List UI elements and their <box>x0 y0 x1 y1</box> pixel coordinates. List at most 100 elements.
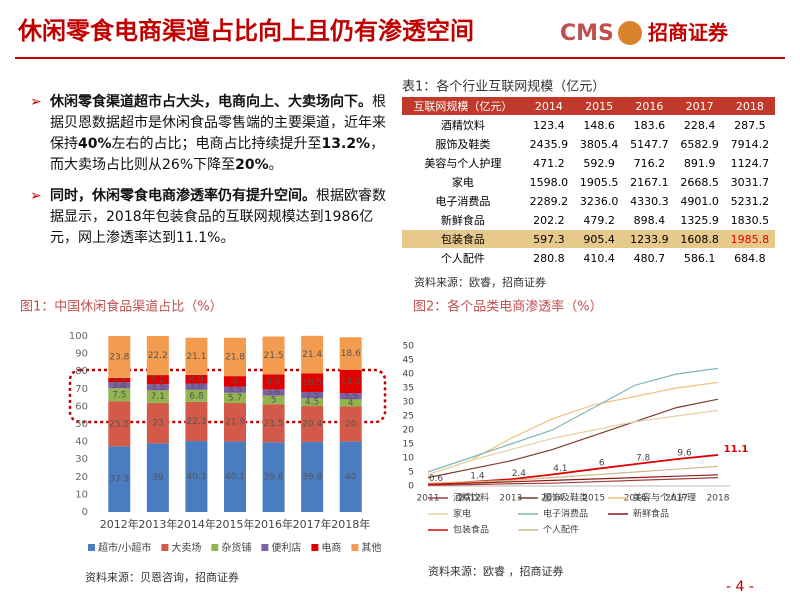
y-tick-label: 70 <box>75 384 88 395</box>
data-label: 3.4 <box>112 381 127 391</box>
data-table: 互联网规模（亿元） 2014 2015 2016 2017 2018 酒精饮料 123.4 14… <box>402 97 775 268</box>
x-tick-label: 2013年 <box>138 517 177 531</box>
bar-segment <box>339 337 362 370</box>
bar-segment <box>185 441 208 512</box>
legend-swatch <box>261 544 269 551</box>
x-tick-label: 2018年 <box>331 517 370 531</box>
table-cell: 148.6 <box>574 115 625 135</box>
data-label: 23 <box>152 419 163 429</box>
table-cell: 228.4 <box>674 115 725 135</box>
bar-segment <box>262 442 285 512</box>
y-tick-label: 90 <box>75 349 88 360</box>
x-tick-label: 2017 <box>665 494 688 504</box>
data-label: 6 <box>232 377 238 387</box>
bullet-text: 左右的占比；电商占比持续提升至 <box>111 136 322 152</box>
data-label: 3.6 <box>189 382 204 392</box>
table-cell: 1325.9 <box>674 210 725 230</box>
table-cell: 3805.4 <box>574 134 625 154</box>
table-cell: 891.9 <box>674 153 725 173</box>
series-line <box>427 381 719 476</box>
y-tick-label: 20 <box>75 472 88 483</box>
y-tick-label: 15 <box>403 440 414 450</box>
table-cell: 471.2 <box>523 153 574 173</box>
data-label: 5.7 <box>228 393 242 403</box>
y-tick-label: 0 <box>408 482 414 492</box>
bar-segment <box>224 402 246 442</box>
data-label: 39.8 <box>302 472 322 482</box>
series-line <box>427 367 719 473</box>
table-cell: 592.9 <box>574 153 625 173</box>
data-label: 0.6 <box>429 474 444 484</box>
series-line <box>427 474 719 486</box>
table-cell: 服饰及鞋类 <box>402 134 524 154</box>
table-cell: 2435.9 <box>523 134 574 154</box>
table-cell: 716.2 <box>624 153 675 173</box>
table-cell: 597.3 <box>523 229 574 249</box>
y-tick-label: 80 <box>75 366 88 377</box>
bar-segment <box>185 389 208 402</box>
y-tick-label: 45 <box>403 356 414 366</box>
table-header-cell: 2018 <box>724 97 775 116</box>
bar-segment <box>339 441 362 512</box>
table-row: 包装食品 597.3 905.4 1233.9 1608.8 1985.8 <box>402 229 775 249</box>
table-cell: 280.8 <box>523 248 574 268</box>
bullet-paragraph: 休闲零食渠道超市占大头，电商向上、大卖场向下。根据贝恩数据超市是休闲食品零售端的… <box>30 92 392 176</box>
table-cell: 新鲜食品 <box>402 210 524 230</box>
bar-segment <box>185 374 208 384</box>
table-cell: 1830.5 <box>724 210 775 230</box>
table-row: 个人配件 280.8 410.4 480.7 586.1 684.8 <box>402 248 775 268</box>
table-cell: 898.4 <box>624 210 675 230</box>
table-row: 电子消费品 2289.2 3236.0 4330.3 4901.0 5231.2 <box>402 191 775 211</box>
table-cell: 1985.8 <box>724 229 775 249</box>
table-cell: 2167.1 <box>624 172 675 192</box>
bar-segment <box>146 390 169 403</box>
bar-segment <box>224 441 246 512</box>
company-name: 招商证券 <box>648 21 729 45</box>
x-tick-label: 2015年 <box>216 517 255 531</box>
slide-title: 休闲零食电商渠道占比向上且仍有渗透空间 <box>17 17 474 45</box>
data-label: 7.8 <box>636 454 651 464</box>
bullet-text: 40% <box>78 136 112 152</box>
table-cell: 包装食品 <box>402 229 524 249</box>
bar-segment <box>108 401 131 447</box>
bar-segment <box>339 399 362 407</box>
bullet-text: 同时，休闲零食电商渗透率仍有提升空间。 <box>50 188 316 204</box>
legend-label: 包装食品 <box>453 524 489 536</box>
data-label: 1.4 <box>470 472 485 482</box>
table-cell: 183.6 <box>624 115 675 135</box>
data-label: 21.5 <box>264 351 284 361</box>
chart-title: 图2：各个品类电商渗透率（%） <box>413 299 603 315</box>
data-label: 21.5 <box>264 419 284 429</box>
bar-segment <box>301 406 324 442</box>
bullet-text: 休闲零食渠道超市占大头，电商向上、大卖场向下。 <box>50 94 372 110</box>
bullet-list: 休闲零食渠道超市占大头，电商向上、大卖场向下。根据贝恩数据超市是休闲食品零售端的… <box>30 92 392 259</box>
bar-segment <box>146 384 169 391</box>
table-cell: 电子消费品 <box>402 191 524 211</box>
table-cell: 1598.0 <box>523 172 574 192</box>
table-cell: 4901.0 <box>674 191 725 211</box>
legend-label: 新鲜食品 <box>633 508 669 520</box>
data-label: 7.5 <box>112 390 126 400</box>
bar-segment <box>262 404 285 443</box>
data-label: 22.2 <box>148 351 168 361</box>
y-tick-label: 10 <box>75 489 88 500</box>
table-cell: 6582.9 <box>674 134 725 154</box>
table-header-row: 互联网规模（亿元） 2014 2015 2016 2017 2018 <box>402 97 775 116</box>
bullet-text: 根据欧睿数据显示，2018年包装食品的互联网规模达到1986亿元，网上渗透率达到… <box>50 188 386 246</box>
data-label: 21.8 <box>225 352 245 362</box>
x-tick-label: 2015 <box>582 494 605 504</box>
legend-label: 杂货铺 <box>221 541 251 554</box>
bar-segment <box>108 336 131 378</box>
series-line <box>427 465 719 484</box>
data-label: 40.1 <box>225 472 245 482</box>
table-cell: 1608.8 <box>674 229 725 249</box>
legend-label: 电商 <box>321 541 341 554</box>
legend-label: 酒精饮料 <box>453 492 489 504</box>
x-tick-label: 2013 <box>499 494 522 504</box>
data-label: 6 <box>599 459 605 469</box>
bar-segment <box>108 382 131 389</box>
data-label: 13.2 <box>341 377 361 387</box>
data-label: 40.3 <box>186 472 206 482</box>
table-cell: 1905.5 <box>574 172 625 192</box>
